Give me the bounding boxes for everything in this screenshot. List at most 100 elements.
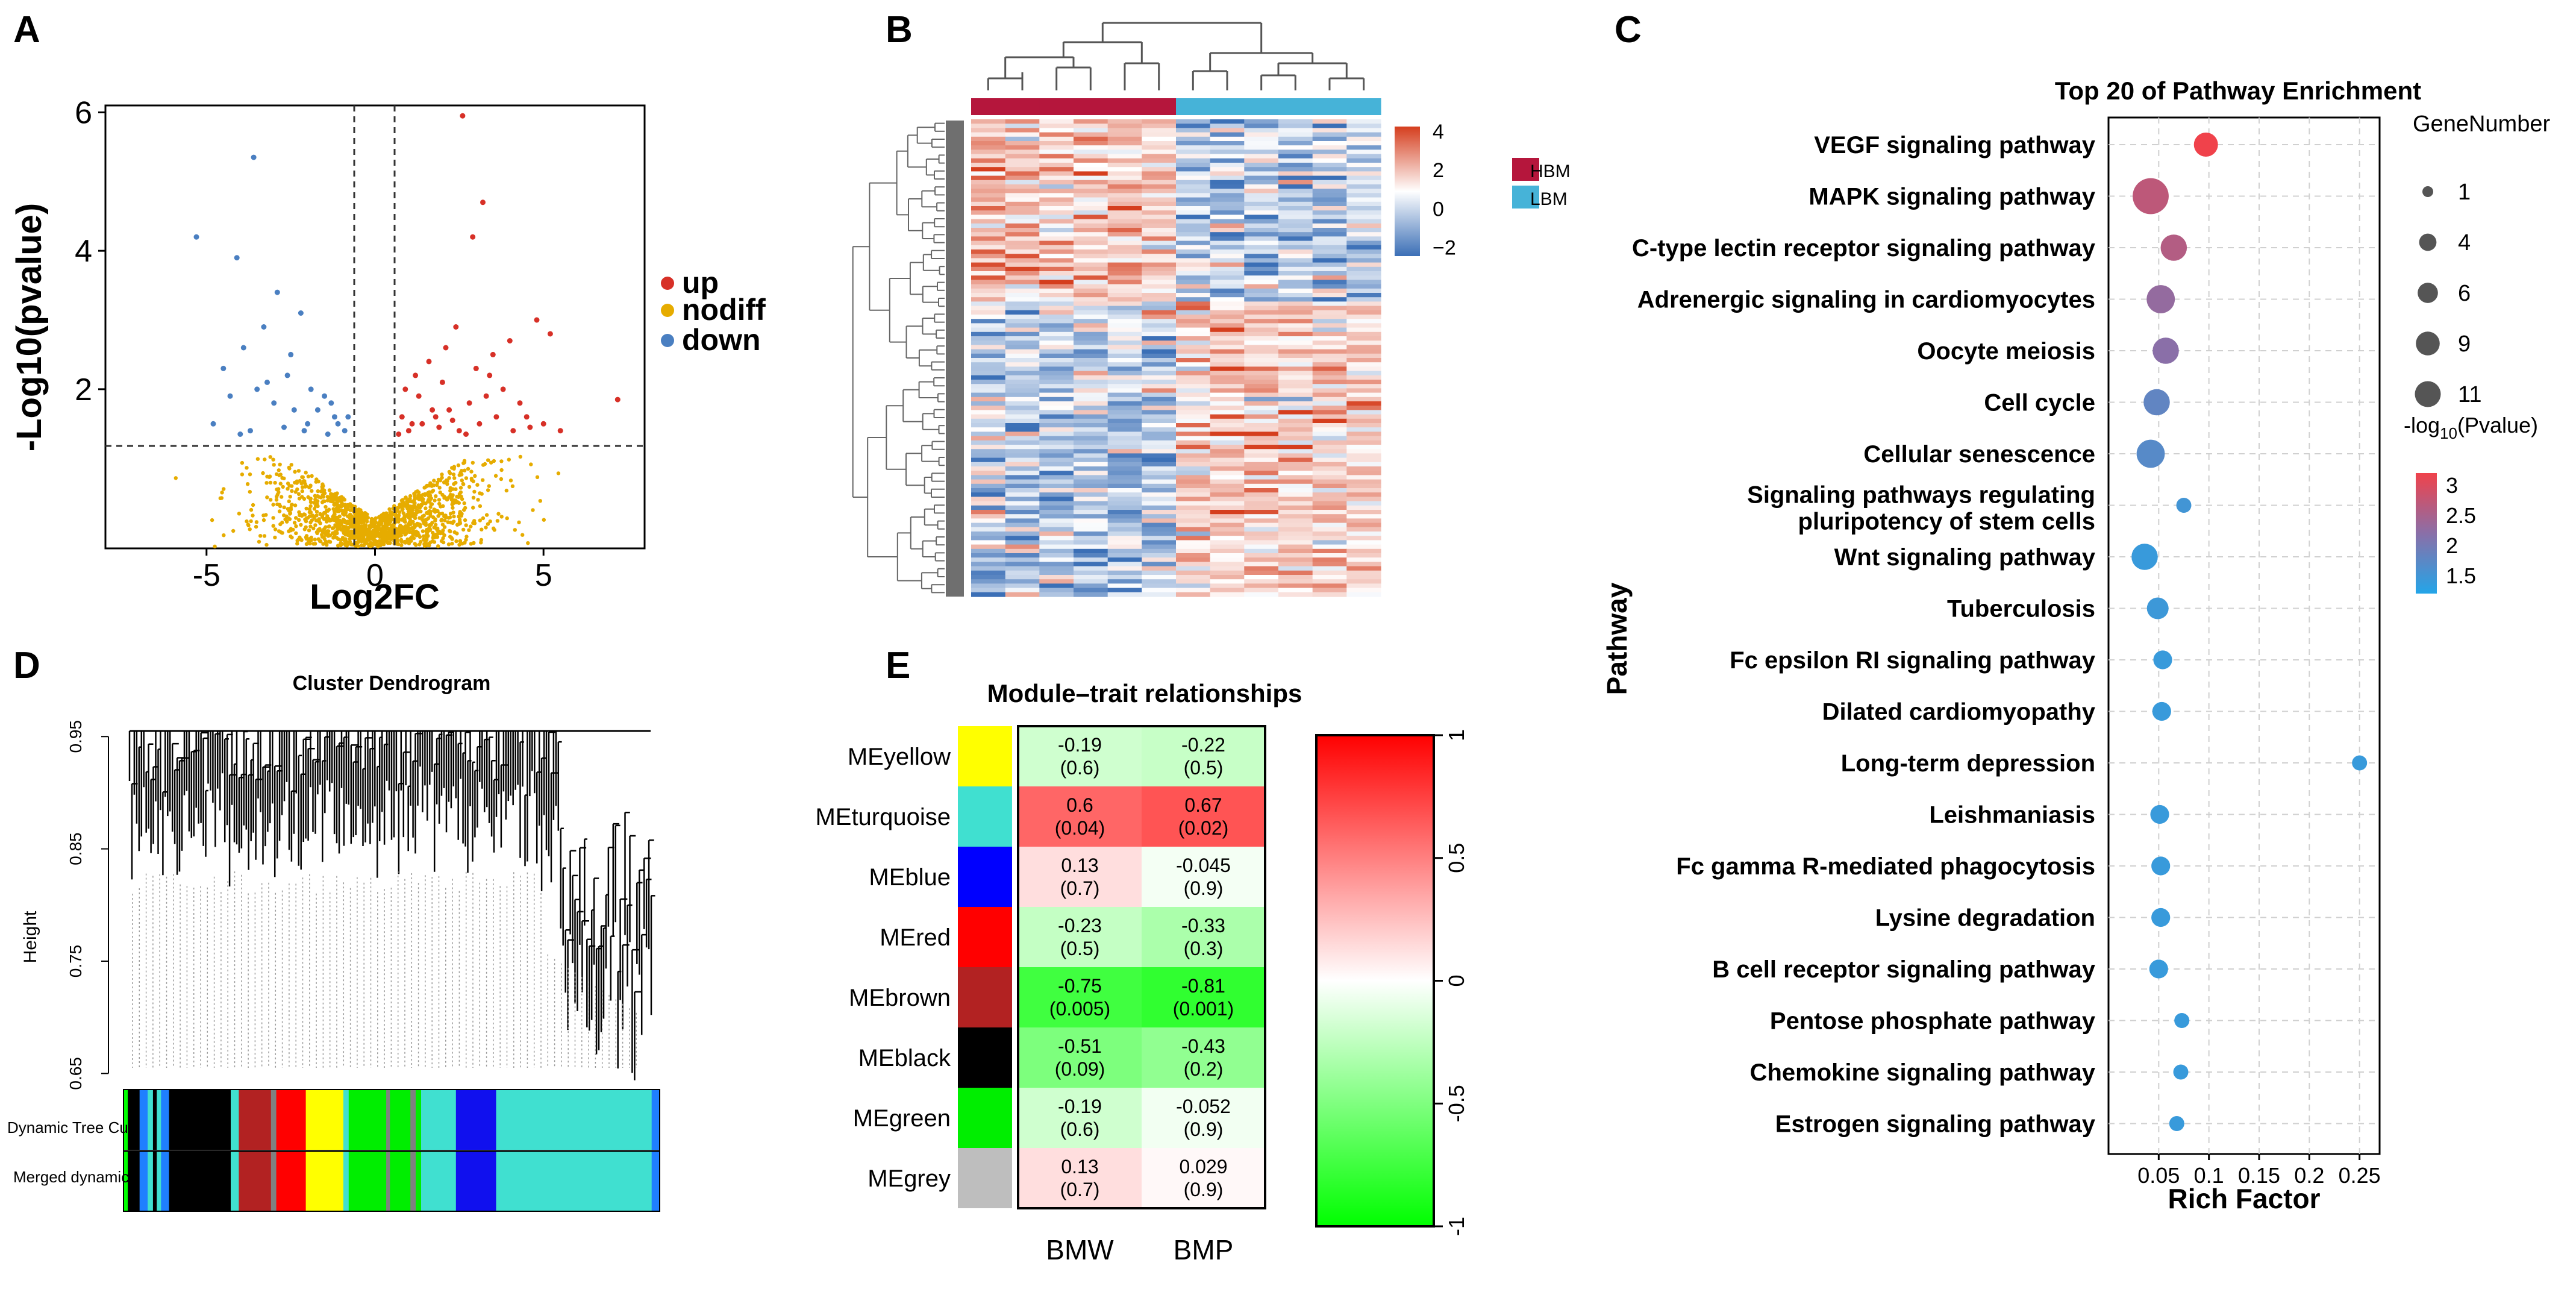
nodiff-point	[332, 503, 336, 507]
module-color-block	[239, 1090, 272, 1150]
heatmap-cell	[1210, 445, 1245, 450]
heatmap-cell	[1210, 566, 1245, 571]
heatmap-cell	[1210, 492, 1245, 497]
heatmap-cell	[971, 588, 1006, 593]
heatmap-cell	[1210, 219, 1245, 224]
heatmap-cell	[1312, 588, 1347, 593]
heatmap-cell	[1142, 353, 1177, 359]
pvalue-colorbar-tick-label: 2.5	[2446, 503, 2476, 528]
nodiff-point	[273, 527, 278, 532]
heatmap-cell	[1142, 206, 1177, 211]
heatmap-cell	[1074, 206, 1108, 211]
heatmap-cell	[1176, 553, 1211, 558]
heatmap-cell	[1074, 154, 1108, 159]
nodiff-point	[437, 486, 442, 490]
heatmap-cell	[1346, 380, 1381, 384]
heatmap-cell	[1074, 327, 1108, 333]
nodiff-point	[529, 462, 533, 466]
heatmap-cell	[1107, 158, 1142, 163]
heatmap-cell	[1278, 175, 1313, 181]
up-point	[396, 431, 402, 437]
heatmap-cell	[1176, 293, 1211, 298]
heatmap-cell	[1107, 288, 1142, 293]
nodiff-point	[408, 522, 413, 527]
nodiff-point	[339, 520, 344, 524]
heatmap-cell	[1312, 323, 1347, 328]
heatmap-cell	[1312, 254, 1347, 259]
heatmap-cell	[1244, 141, 1279, 146]
heatmap-cell	[1107, 149, 1142, 155]
heatmap-cell	[1278, 427, 1313, 432]
heatmap-cell	[971, 479, 1006, 485]
pathway-label: Cellular senescence	[1863, 441, 2095, 468]
heatmap-cell	[1210, 362, 1245, 367]
heatmap-cell	[1312, 245, 1347, 250]
nodiff-point	[420, 498, 425, 503]
module-color-block	[231, 1090, 239, 1150]
nodiff-point	[293, 503, 298, 507]
heatmap-cell	[1176, 388, 1211, 394]
heatmap-cell	[1176, 366, 1211, 372]
heatmap-cell	[1005, 128, 1040, 133]
heatmap-cell	[1074, 479, 1108, 485]
nodiff-point	[321, 484, 325, 488]
heatmap-cell	[1005, 588, 1040, 593]
nodiff-point	[469, 477, 474, 481]
module-color-block	[128, 1090, 140, 1150]
heatmap-cell	[1107, 262, 1142, 268]
heatmap-cell	[1244, 288, 1279, 293]
heatmap-cell	[1176, 557, 1211, 562]
module-trait-correlation: 0.13	[1061, 855, 1098, 876]
nodiff-point	[263, 457, 267, 462]
module-trait-pvalue: (0.005)	[1049, 998, 1110, 1020]
nodiff-point	[499, 477, 504, 481]
heatmap-cell	[1312, 306, 1347, 311]
heatmap-cell	[1039, 271, 1074, 276]
heatmap-cell	[1346, 427, 1381, 432]
heatmap-cell	[971, 548, 1006, 554]
nodiff-point	[428, 497, 433, 502]
nodiff-point	[343, 539, 348, 544]
group-annotation-cell	[971, 98, 1006, 115]
heatmap-cell	[1039, 457, 1074, 463]
nodiff-point	[322, 491, 327, 495]
nodiff-point	[367, 542, 372, 546]
heatmap-cell	[1312, 497, 1347, 502]
heatmap-cell	[1176, 540, 1211, 545]
heatmap-cell	[1039, 362, 1074, 367]
heatmap-cell	[1312, 457, 1347, 463]
heatmap-cell	[1142, 384, 1177, 389]
heatmap-cell	[1210, 254, 1245, 259]
nodiff-point	[222, 487, 226, 491]
nodiff-point	[400, 508, 404, 512]
heatmap-cell	[1107, 306, 1142, 311]
enrichment-x-tick-label: 0.2	[2294, 1163, 2324, 1188]
module-trait-correlation: -0.19	[1058, 734, 1102, 756]
heatmap-cell	[1244, 527, 1279, 532]
heatmap-cell	[1176, 566, 1211, 571]
nodiff-point	[308, 504, 313, 509]
down-point	[291, 407, 297, 413]
heatmap-cell	[1039, 163, 1074, 168]
heatmap-cell	[1346, 466, 1381, 471]
heatmap-cell	[1107, 375, 1142, 380]
nodiff-point	[442, 480, 446, 485]
enrichment-point	[2149, 959, 2168, 979]
nodiff-point	[467, 485, 472, 489]
nodiff-point	[293, 490, 298, 494]
heatmap-cell	[1312, 518, 1347, 524]
heatmap-cell	[1210, 210, 1245, 215]
heatmap-cell	[1039, 492, 1074, 497]
heatmap-cell	[1312, 479, 1347, 485]
heatmap-cell	[1244, 206, 1279, 211]
nodiff-point	[278, 462, 282, 466]
heatmap-cell	[1244, 175, 1279, 181]
heatmap-cell	[1278, 418, 1313, 424]
heatmap-cell	[1312, 331, 1347, 337]
module-color-swatch	[958, 786, 1012, 847]
heatmap-cell	[1244, 262, 1279, 268]
heatmap-cell	[1210, 184, 1245, 189]
heatmap-cell	[1107, 284, 1142, 289]
heatmap-cell	[1039, 431, 1074, 437]
heatmap-cell	[1244, 583, 1279, 589]
